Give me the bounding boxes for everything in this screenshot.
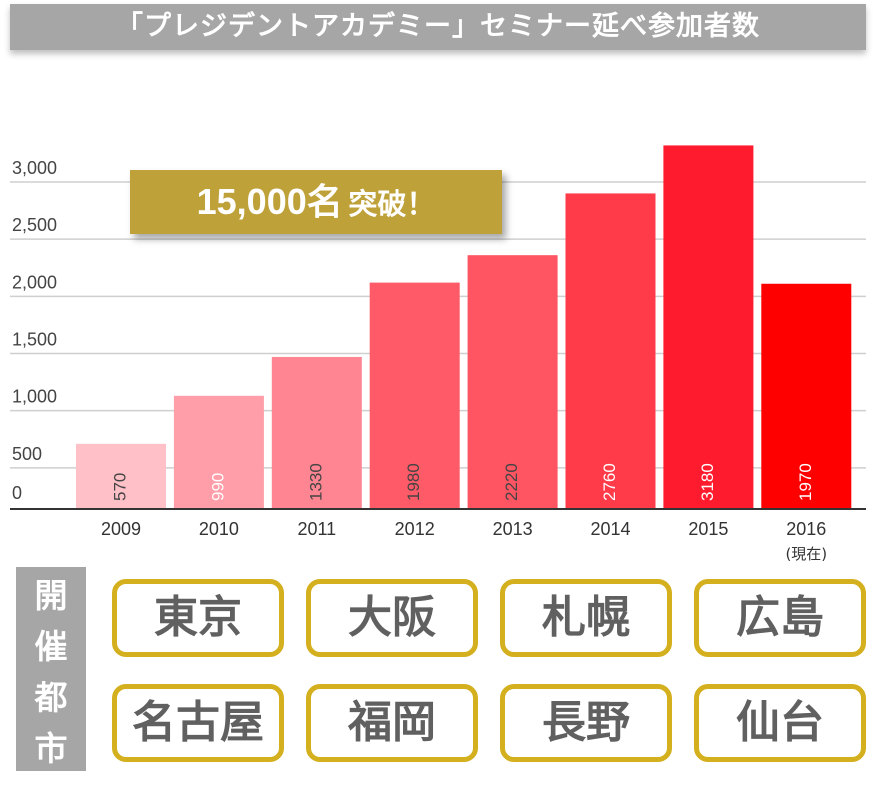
- y-tick-label: 2,500: [12, 215, 57, 235]
- city-nagoya: 名古屋: [112, 684, 284, 762]
- city-hiroshima: 広島: [694, 579, 866, 657]
- y-axis-ticks: 0 500 1,000 1,500 2,000 2,500 3,000: [12, 158, 57, 503]
- data-label: 2760: [600, 463, 619, 501]
- data-label: 990: [208, 473, 227, 501]
- data-label: 570: [110, 473, 129, 501]
- city-tokyo: 東京: [112, 579, 284, 657]
- city-sapporo: 札幌: [500, 579, 672, 657]
- y-tick-label: 3,000: [12, 158, 57, 178]
- data-label: 1330: [306, 463, 325, 501]
- bar: [761, 283, 852, 509]
- bar: [173, 395, 264, 509]
- chart-title: 「プレジデントアカデミー」セミナー延べ参加者数: [10, 4, 866, 50]
- x-tick-label: 2014: [590, 519, 630, 539]
- bars: 570 990 1330 1980 2220 2760 3180 1970: [76, 145, 852, 510]
- x-tick-sublabel: (現在): [785, 545, 827, 563]
- bar-chart: 0 500 1,000 1,500 2,000 2,500 3,000 570 990 1330…: [10, 145, 866, 563]
- badge-suffix: 突破！: [348, 187, 436, 221]
- bar: [271, 356, 362, 509]
- y-tick-label: 0: [12, 483, 22, 503]
- x-tick-label: 2013: [493, 519, 533, 539]
- data-label: 2220: [502, 463, 521, 501]
- city-sendai: 仙台: [694, 684, 866, 762]
- bar: [565, 193, 656, 509]
- city-fukuoka: 福岡: [306, 684, 478, 762]
- y-tick-label: 500: [12, 444, 42, 464]
- bar: [76, 443, 166, 509]
- x-tick-label: 2010: [199, 519, 239, 539]
- data-label: 1970: [796, 463, 815, 501]
- venue-label-char: 都: [34, 677, 68, 717]
- bar: [467, 255, 558, 509]
- bar: [663, 145, 754, 510]
- y-tick-label: 1,000: [12, 387, 57, 407]
- milestone-badge: 15,000名 突破！: [130, 170, 502, 234]
- venue-label-char: 開: [34, 575, 68, 615]
- venue-label-char: 催: [34, 626, 68, 666]
- y-tick-label: 2,000: [12, 272, 57, 292]
- city-osaka: 大阪: [306, 579, 478, 657]
- x-axis-ticks: 2009 2010 2011 2012 2013 2014 2015 2016 (現在): [101, 519, 827, 563]
- y-tick-label: 1,500: [12, 330, 57, 350]
- venue-label: 開催都市: [16, 567, 86, 771]
- x-tick-label: 2011: [297, 519, 336, 539]
- x-tick-label: 2012: [395, 519, 435, 539]
- city-nagano: 長野: [500, 684, 672, 762]
- x-tick-label: 2015: [688, 519, 728, 539]
- x-tick-label: 2009: [101, 519, 141, 539]
- x-tick-label: 2016: [786, 519, 826, 539]
- data-label: 1980: [404, 463, 423, 501]
- badge-number: 15,000名: [196, 181, 343, 222]
- bar: [369, 282, 460, 509]
- data-label: 3180: [698, 463, 717, 501]
- venue-label-char: 市: [34, 728, 68, 768]
